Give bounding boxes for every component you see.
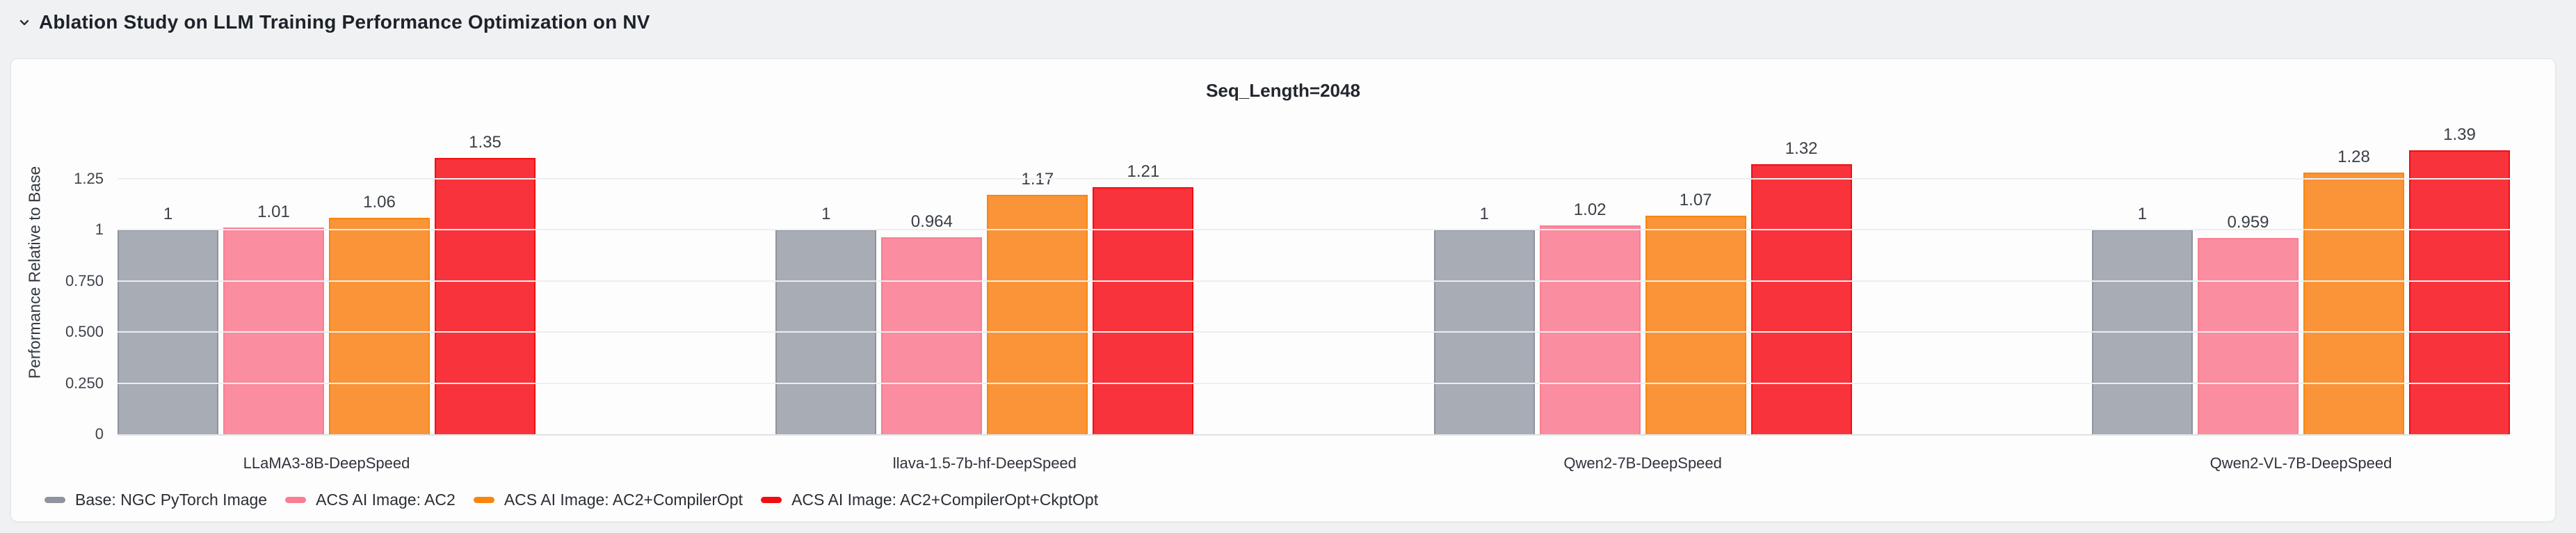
gridline-0.250 <box>118 382 2510 384</box>
bar-column: 1.06 <box>329 193 430 434</box>
legend-item[interactable]: ACS AI Image: AC2 <box>285 491 456 509</box>
y-tick-label: 1.25 <box>74 169 104 187</box>
legend-item[interactable]: ACS AI Image: AC2+CompilerOpt+CkptOpt <box>761 491 1098 509</box>
bar-group: 1 0.959 1.28 1.39 <box>2091 125 2510 434</box>
chart-title: Seq_Length=2048 <box>1206 80 1360 101</box>
bar-groups: 1 1.01 1.06 1.35 1 0.964 1.17 1.21 1 1.02 1.07 1.32… <box>118 109 2510 434</box>
bar-value-label: 1.35 <box>469 133 501 152</box>
legend-label: ACS AI Image: AC2+CompilerOpt+CkptOpt <box>791 490 1099 509</box>
bar[interactable] <box>2303 173 2404 434</box>
bar[interactable] <box>329 217 430 434</box>
bar[interactable] <box>435 158 536 434</box>
bar-value-label: 1.28 <box>2337 148 2370 166</box>
chevron-down-icon[interactable] <box>17 15 32 30</box>
bar-column: 0.959 <box>2197 213 2299 434</box>
bar-value-label: 1.21 <box>1127 161 1160 181</box>
bar-value-label: 1.39 <box>2443 125 2476 144</box>
bar-column: 1.32 <box>1750 139 1852 434</box>
bar-value-label: 0.964 <box>910 212 953 231</box>
legend-swatch-icon <box>473 496 494 503</box>
bar[interactable] <box>2197 238 2299 434</box>
bar-column: 1.28 <box>2303 148 2404 434</box>
legend-swatch-icon <box>761 496 782 503</box>
y-tick-label: 1 <box>95 221 104 239</box>
legend: Base: NGC PyTorch Image ACS AI Image: AC2… <box>45 489 1098 510</box>
plot-area: 1 1.01 1.06 1.35 1 0.964 1.17 1.21 1 1.02 1.07 1.32… <box>65 109 2510 443</box>
legend-swatch-icon <box>285 496 307 503</box>
legend-label: ACS AI Image: AC2 <box>316 490 456 509</box>
bar-value-label: 1 <box>2137 205 2148 224</box>
legend-swatch-icon <box>45 496 65 503</box>
bar[interactable] <box>881 237 983 434</box>
y-axis-title-text: Performance Relative to Base <box>25 166 44 379</box>
y-tick-label: 0.500 <box>65 323 104 341</box>
y-axis-title: Performance Relative to Base <box>21 109 49 436</box>
bar-column: 1.01 <box>223 202 324 434</box>
x-category-label: Qwen2-7B-DeepSpeed <box>1563 454 1722 472</box>
y-tick-label: 0.750 <box>65 271 104 289</box>
chart-panel: Seq_Length=2048 Performance Relative to … <box>10 58 2556 522</box>
bar-value-label: 1.17 <box>1021 170 1054 189</box>
bar[interactable] <box>1539 225 1641 434</box>
bar-value-label: 1.02 <box>1573 200 1607 220</box>
bar-column: 0.964 <box>881 212 983 434</box>
x-category-label: LLaMA3-8B-DeepSpeed <box>243 454 410 472</box>
bar[interactable] <box>1750 164 1852 434</box>
bar-value-label: 1 <box>1479 205 1489 224</box>
bar-group: 1 0.964 1.17 1.21 <box>775 162 1194 434</box>
gridline-0.500 <box>118 331 2510 333</box>
bar-value-label: 1.06 <box>363 192 396 212</box>
bar-value-label: 1 <box>163 205 173 224</box>
bar-group: 1 1.01 1.06 1.35 <box>118 133 536 434</box>
bar-column: 1.39 <box>2408 125 2510 434</box>
x-category-label: Qwen2-VL-7B-DeepSpeed <box>2209 454 2392 472</box>
legend-label: ACS AI Image: AC2+CompilerOpt <box>504 490 743 509</box>
section-title: Ablation Study on LLM Training Performan… <box>39 11 650 33</box>
legend-item[interactable]: ACS AI Image: AC2+CompilerOpt <box>473 490 743 509</box>
bar-column: 1.35 <box>435 133 536 434</box>
bar-value-label: 1.01 <box>257 202 290 222</box>
legend-item[interactable]: Base: NGC PyTorch Image <box>45 491 267 509</box>
legend-label: Base: NGC PyTorch Image <box>75 490 268 509</box>
bar-group: 1 1.02 1.07 1.32 <box>1433 139 1852 434</box>
bar[interactable] <box>1645 215 1746 434</box>
bar-value-label: 0.959 <box>2227 213 2269 232</box>
x-axis-labels: LLaMA3-8B-DeepSpeed llava-1.5-7b-hf-DeepS… <box>118 454 2510 472</box>
bar[interactable] <box>1093 186 1194 434</box>
bar-column: 1.17 <box>987 170 1088 434</box>
x-category-label: llava-1.5-7b-hf-DeepSpeed <box>892 454 1077 472</box>
y-tick-label: 0.250 <box>65 374 104 392</box>
y-tick-label: 0 <box>95 425 104 443</box>
bar-value-label: 1 <box>821 205 831 224</box>
bar[interactable] <box>2408 150 2510 434</box>
section-header: Ablation Study on LLM Training Performan… <box>17 11 650 33</box>
bar[interactable] <box>223 228 324 434</box>
bar[interactable] <box>987 195 1088 434</box>
bar-value-label: 1.32 <box>1785 139 1818 159</box>
bar-column: 1.02 <box>1539 200 1641 434</box>
gridline-0.750 <box>118 280 2510 282</box>
bar-column: 1.21 <box>1093 162 1194 434</box>
gridline-1 <box>118 229 2510 231</box>
bar-column: 1.07 <box>1645 191 1746 434</box>
gridline-1.25 <box>118 177 2510 180</box>
bar-value-label: 1.07 <box>1679 190 1712 209</box>
